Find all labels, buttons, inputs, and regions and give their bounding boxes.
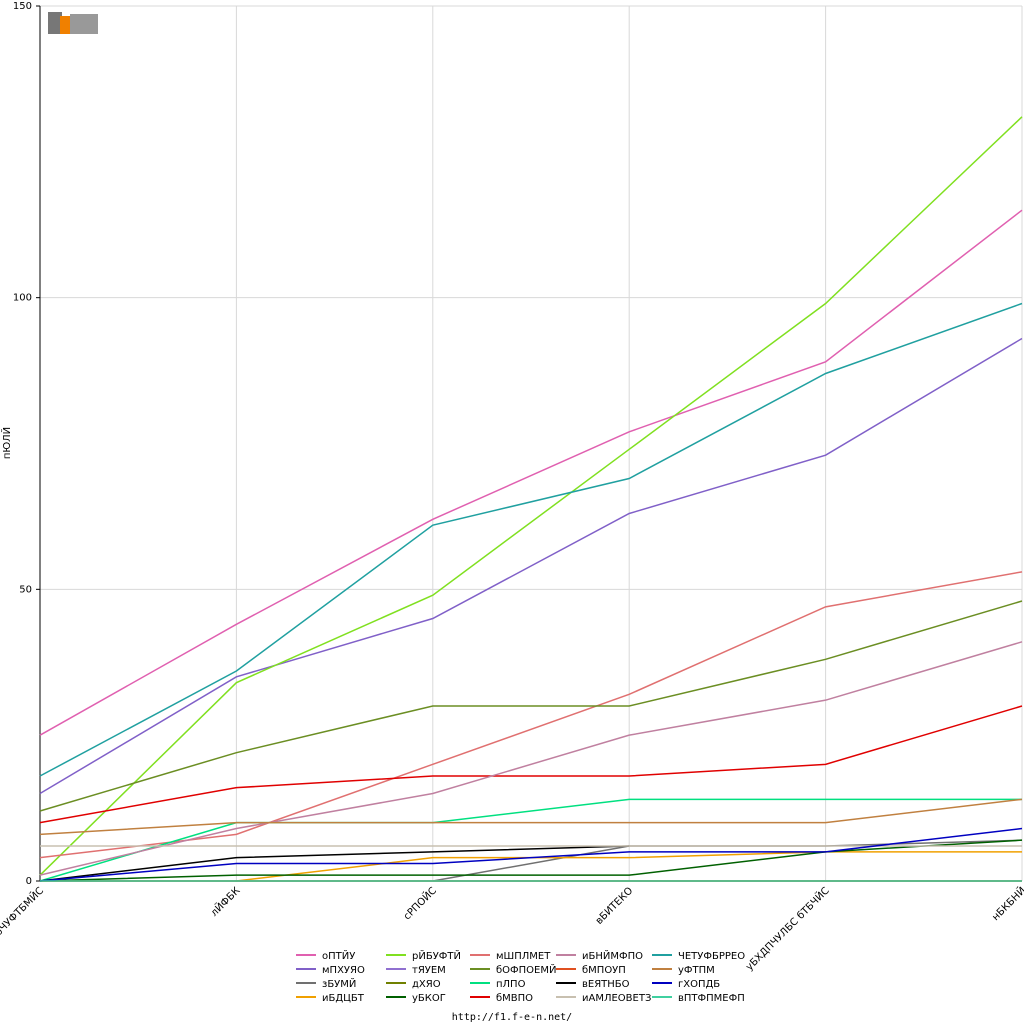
legend-label: бОФПОЕМЙ (496, 963, 556, 976)
logo-en (70, 14, 98, 34)
legend-label: иБДЦБТ (322, 993, 365, 1004)
legend-label: уБКОГ (412, 993, 446, 1004)
series-line (39, 839, 1023, 882)
y-tick-label: 100 (13, 293, 32, 304)
series-line (39, 571, 1023, 859)
logo (48, 12, 98, 34)
y-tick-label: 0 (26, 876, 32, 887)
x-tick-label: нБКБНЙ (989, 884, 1024, 923)
series-line (39, 600, 1023, 812)
series-line (39, 337, 1023, 795)
series-line (39, 845, 630, 882)
x-tick-label: вБИТЕКО (594, 885, 636, 927)
y-tick-label: 50 (19, 584, 32, 595)
legend-label: вЕЯТНБО (582, 979, 630, 990)
y-tick-label: 150 (13, 1, 32, 12)
legend-label: мПХУЯО (322, 965, 365, 976)
series-line (39, 705, 1023, 824)
series-line (39, 641, 1023, 876)
x-tick-label: уБХДПЧУЛБС бТБЧЙС (743, 884, 832, 973)
x-tick-label: сРПОЙС (400, 884, 438, 922)
series-line (39, 116, 1023, 876)
series-line (39, 302, 1023, 777)
legend-label: иБНЙМФПО (582, 949, 643, 962)
legend-label: вПТФПМЕФП (678, 993, 745, 1004)
series-line (39, 798, 1022, 882)
legend-label: бМВПО (496, 993, 533, 1004)
legend-label: иАМЛЕОВЕТЗ (582, 993, 651, 1004)
legend-label: уФТПМ (678, 965, 715, 976)
x-tick-label: лЙФБК (208, 884, 243, 919)
y-axis-label: пЮЛЙ (0, 427, 13, 459)
legend-label: зБУМЙ (322, 977, 356, 990)
legend-label: ЧЕТУФБРРЕО (678, 951, 745, 962)
legend-label: дХЯО (412, 979, 441, 990)
footer: http://f1.f-e-n.net/ (452, 1012, 572, 1023)
legend-label: мШПЛМЕТ (496, 951, 551, 962)
series-line (39, 209, 1023, 736)
series-line (39, 798, 1023, 836)
series-line (236, 851, 1022, 882)
logo-1 (60, 16, 70, 34)
legend-label: тЯУЕМ (412, 965, 446, 976)
legend-label: оПТЙУ (322, 949, 355, 962)
legend-label: пЛПО (496, 979, 526, 990)
series-line (39, 827, 1023, 882)
legend-label: бМПОУП (582, 965, 626, 976)
logo-f (48, 12, 62, 34)
legend-label: рЙБУФТЙ (412, 949, 461, 962)
x-tick-label: бЧУФТБМЙС (0, 884, 46, 938)
legend-label: гХОПДБ (678, 979, 720, 990)
